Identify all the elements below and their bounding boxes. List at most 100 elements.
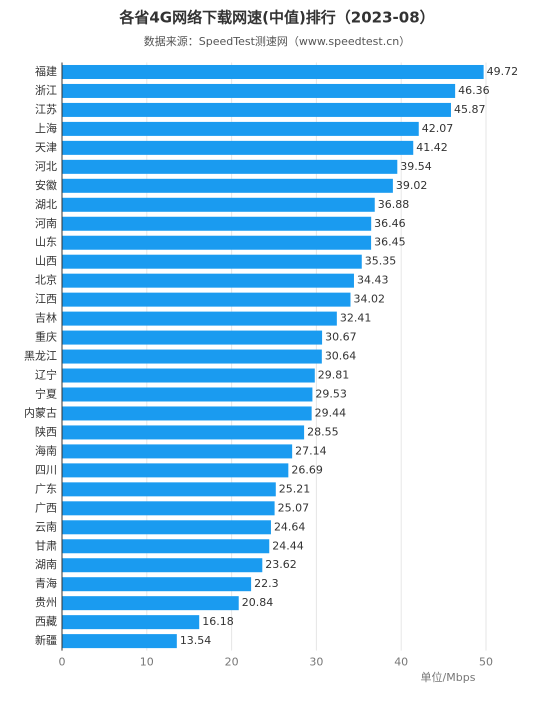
bar [62,444,293,459]
x-tick-label: 20 [225,656,239,669]
y-tick-label: 云南 [35,520,57,533]
y-tick-label: 陕西 [35,424,57,438]
bar [62,577,252,592]
value-label: 29.44 [315,406,347,419]
y-tick-label: 贵州 [35,596,57,609]
y-tick-label: 重庆 [35,330,57,344]
value-label: 49.72 [487,65,519,78]
y-tick-label: 新疆 [35,633,57,647]
x-tick-label: 0 [59,656,66,669]
value-label: 22.3 [254,577,279,590]
bar [62,121,419,136]
x-axis-label: 单位/Mbps [421,670,476,684]
chart-title: 各省4G网络下载网速(中值)排行（2023-08） [118,9,434,27]
y-tick-label: 四川 [35,463,57,476]
value-label: 36.88 [378,198,410,211]
y-tick-label: 江苏 [35,103,57,116]
value-label: 36.45 [374,236,406,249]
bar [62,615,200,630]
bar [62,102,451,117]
y-tick-label: 海南 [35,443,57,457]
y-tick-label: 北京 [35,273,57,287]
y-tick-label: 山东 [35,236,57,249]
bar [62,387,313,402]
y-tick-label: 安徽 [35,178,57,192]
bar [62,349,322,364]
value-label: 41.42 [416,141,448,154]
y-tick-label: 西藏 [35,615,57,628]
x-tick-label: 30 [309,656,323,669]
bar [62,596,239,611]
y-tick-label: 湖北 [35,198,57,211]
bar [62,520,271,535]
bar [62,83,456,98]
y-tick-label: 湖南 [35,558,57,571]
bar [62,254,362,269]
value-label: 39.54 [400,160,432,173]
y-tick-label: 天津 [35,141,57,154]
value-label: 29.81 [318,369,350,382]
y-tick-label: 江西 [35,293,57,306]
value-label: 34.43 [357,274,389,287]
bar [62,558,263,573]
y-tick-label: 辽宁 [35,368,57,382]
y-tick-label: 甘肃 [35,539,57,552]
y-tick-label: 吉林 [35,311,57,325]
bar [62,501,275,516]
value-label: 20.84 [242,596,274,609]
bar [62,368,315,383]
value-label: 28.55 [307,425,339,438]
bar [62,482,276,497]
y-tick-label: 内蒙古 [24,405,57,419]
bar [62,634,177,649]
bar [62,216,372,231]
y-tick-label: 青海 [35,576,57,590]
y-tick-label: 黑龙江 [24,350,57,363]
value-label: 32.41 [340,312,372,325]
value-label: 13.54 [180,634,212,647]
value-label: 30.67 [325,331,357,344]
bar [62,273,354,288]
bar [62,406,312,421]
value-label: 30.64 [325,350,357,363]
chart-subtitle: 数据来源：SpeedTest测速网（www.speedtest.cn） [144,34,411,48]
value-label: 25.07 [278,501,310,514]
bar [62,463,289,478]
value-label: 16.18 [202,615,234,628]
bar [62,64,484,79]
value-label: 23.62 [265,558,297,571]
bar [62,178,393,193]
value-label: 36.46 [374,217,406,230]
x-tick-label: 50 [479,656,493,669]
y-tick-label: 浙江 [35,84,57,97]
value-label: 24.44 [272,539,304,552]
y-tick-label: 福建 [35,64,57,78]
y-tick-label: 广东 [35,482,57,495]
bar [62,159,398,174]
y-tick-label: 上海 [35,121,57,135]
bar [62,539,270,554]
bar [62,330,323,345]
bar [62,140,414,155]
y-tick-label: 宁夏 [35,386,57,400]
bar [62,197,375,212]
y-tick-label: 河北 [35,160,57,173]
bar [62,425,305,440]
value-label: 27.14 [295,444,327,457]
value-label: 24.64 [274,520,306,533]
bar [62,311,337,326]
bar [62,292,351,307]
y-tick-label: 河南 [35,217,57,230]
bar [62,235,372,250]
x-tick-label: 40 [394,656,408,669]
value-label: 26.69 [291,463,323,476]
value-label: 29.53 [315,387,347,400]
value-label: 34.02 [353,293,385,306]
value-label: 45.87 [454,103,486,116]
value-label: 39.02 [396,179,428,192]
value-label: 35.35 [365,255,397,268]
value-label: 25.21 [279,482,311,495]
x-tick-label: 10 [140,656,154,669]
y-tick-label: 广西 [35,501,57,514]
